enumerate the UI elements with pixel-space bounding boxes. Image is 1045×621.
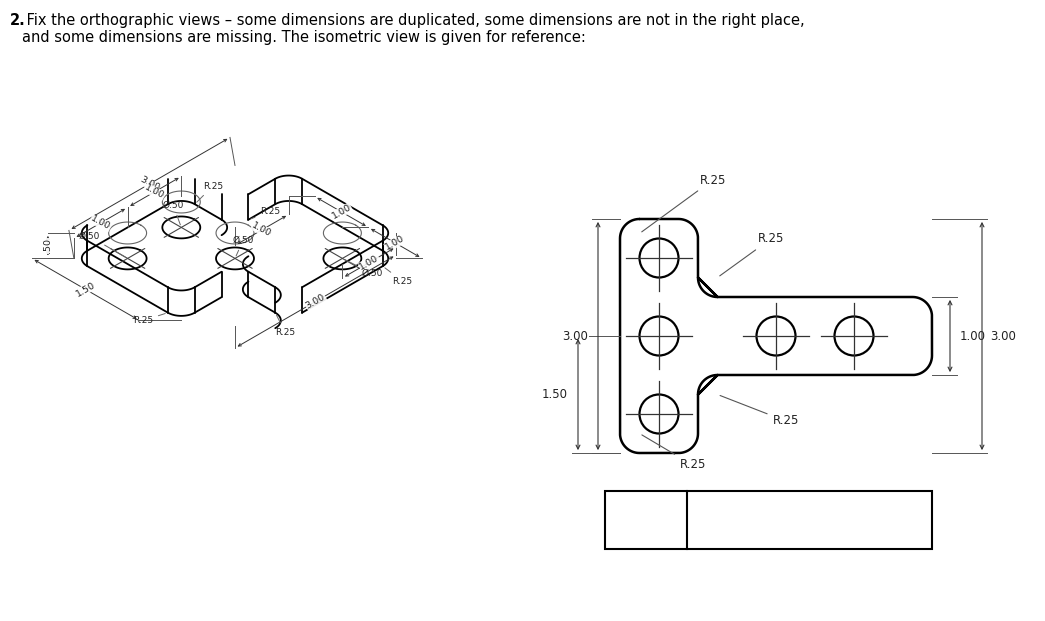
- Text: R.25: R.25: [133, 314, 165, 325]
- Text: Fix the orthographic views – some dimensions are duplicated, some dimensions are: Fix the orthographic views – some dimens…: [22, 13, 805, 45]
- Text: 1.00: 1.00: [143, 183, 166, 201]
- Text: 3.00: 3.00: [562, 330, 588, 343]
- Text: Ø.50: Ø.50: [232, 236, 254, 256]
- Text: R.25: R.25: [196, 182, 223, 202]
- Text: R.25: R.25: [385, 268, 413, 286]
- Text: 1.00: 1.00: [357, 253, 380, 271]
- Text: R.25: R.25: [720, 396, 798, 427]
- Text: R.25: R.25: [642, 173, 726, 232]
- Text: 3.00: 3.00: [304, 292, 327, 310]
- Text: 3.00: 3.00: [990, 330, 1016, 343]
- Text: 2.: 2.: [10, 13, 26, 28]
- Text: 1.50: 1.50: [74, 280, 97, 299]
- Text: Ø.50: Ø.50: [79, 232, 125, 257]
- Text: Ø.50: Ø.50: [163, 201, 184, 225]
- Text: 1.00: 1.00: [90, 214, 112, 232]
- Text: 3.00: 3.00: [138, 175, 161, 193]
- Text: R.25: R.25: [251, 207, 280, 219]
- Text: R.25: R.25: [275, 315, 296, 337]
- Text: R.25: R.25: [642, 435, 705, 471]
- Text: 1.50: 1.50: [542, 388, 568, 401]
- Text: R.25: R.25: [720, 232, 784, 276]
- Text: .50: .50: [44, 238, 52, 253]
- Bar: [605, 491, 932, 549]
- Text: 1.00: 1.00: [330, 203, 353, 221]
- Text: 1.00: 1.00: [960, 330, 986, 343]
- Text: 1.00: 1.00: [251, 221, 273, 239]
- Text: 1.00: 1.00: [384, 233, 407, 252]
- Text: Ø.50: Ø.50: [345, 260, 384, 278]
